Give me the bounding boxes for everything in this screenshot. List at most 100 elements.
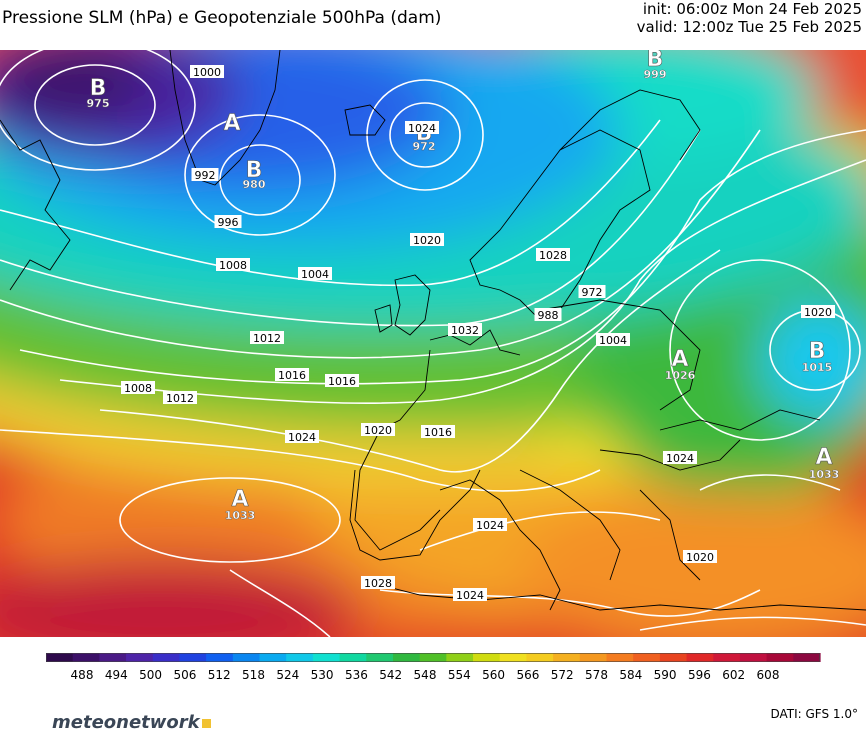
meteonetwork-logo: meteonetwork <box>52 712 211 733</box>
legend-tick-label: 542 <box>379 668 402 682</box>
low-999-letter: B <box>647 50 664 72</box>
svg-text:1020: 1020 <box>804 306 832 319</box>
isobar-label: 1024 <box>663 451 697 465</box>
legend-color-swatch <box>259 653 287 662</box>
legend-color-swatch <box>206 653 234 662</box>
svg-text:1032: 1032 <box>451 324 479 337</box>
svg-text:1016: 1016 <box>424 426 452 439</box>
logo-text: meteonetwork <box>52 712 200 733</box>
high-1033-atlantic-letter: A <box>231 487 248 512</box>
svg-text:1028: 1028 <box>364 577 392 590</box>
low-1015-letter: B <box>809 339 826 364</box>
high-1033-east-letter: A <box>815 445 832 470</box>
isobar-label: 1020 <box>683 550 717 564</box>
svg-text:992: 992 <box>195 169 216 182</box>
legend-tick-label: 584 <box>619 668 642 682</box>
isobar-label: 988 <box>534 308 562 322</box>
legend-color-swatch <box>152 653 181 662</box>
isobar-label: 1024 <box>405 121 439 135</box>
isobar-label: 1016 <box>275 368 309 382</box>
legend-color-swatch <box>633 653 661 662</box>
isobar-label: 1008 <box>121 381 155 395</box>
low-972-value: 972 <box>413 140 436 153</box>
svg-text:1020: 1020 <box>413 234 441 247</box>
low-999-value: 999 <box>644 68 667 81</box>
legend-color-swatch <box>312 653 341 662</box>
legend-color-swatch <box>473 653 501 662</box>
legend-color-swatch <box>766 653 794 662</box>
high-1033-east-value: 1033 <box>809 468 840 481</box>
svg-text:972: 972 <box>582 286 603 299</box>
legend-tick-label: 536 <box>345 668 368 682</box>
coastlines <box>0 50 866 611</box>
svg-text:1024: 1024 <box>288 431 316 444</box>
isobar-label: 1028 <box>536 248 570 262</box>
legend-tick-label: 560 <box>482 668 505 682</box>
svg-text:1004: 1004 <box>599 334 627 347</box>
isobar-label: 1024 <box>285 430 319 444</box>
legend-tick-label: 554 <box>448 668 471 682</box>
svg-text:1016: 1016 <box>278 369 306 382</box>
svg-text:1028: 1028 <box>539 249 567 262</box>
low-980-value: 980 <box>243 178 266 191</box>
svg-text:1024: 1024 <box>456 589 484 602</box>
svg-text:1024: 1024 <box>408 122 436 135</box>
legend-tick-label: 524 <box>276 668 299 682</box>
svg-text:1004: 1004 <box>301 268 329 281</box>
weather-map: B 975 A B 980 B 972 B 999 A 1026 B 1015 … <box>0 50 866 637</box>
isobar-label: 1020 <box>410 233 444 247</box>
isobar-label: 1020 <box>361 423 395 437</box>
legend-color-swatch <box>232 653 261 662</box>
isobar-label: 1012 <box>163 391 197 405</box>
legend-color-swatch <box>339 653 367 662</box>
low-975-letter: B <box>90 76 107 101</box>
map-title: Pressione SLM (hPa) e Geopotenziale 500h… <box>2 8 442 28</box>
legend-color-swatch <box>392 653 421 662</box>
pressure-system-markers: B 975 A B 980 B 972 B 999 A 1026 B 1015 … <box>86 50 840 522</box>
legend-color-swatch <box>526 653 554 662</box>
low-980-letter: B <box>246 158 263 183</box>
legend-color-swatch <box>793 653 821 662</box>
legend-color-swatch <box>606 653 634 662</box>
legend-tick-label: 578 <box>585 668 608 682</box>
legend-tick-label: 608 <box>757 668 780 682</box>
isobar-label-group: 1000 992 996 1004 1008 1012 1016 1020 1024 1028 10… <box>121 65 835 602</box>
legend-color-swatch <box>46 653 74 662</box>
svg-text:1000: 1000 <box>193 66 221 79</box>
svg-text:1024: 1024 <box>476 519 504 532</box>
legend-tick-label: 488 <box>71 668 94 682</box>
legend-color-swatch <box>713 653 741 662</box>
isobar-label: 972 <box>578 285 606 299</box>
legend-tick-label: 494 <box>105 668 128 682</box>
svg-text:1024: 1024 <box>666 452 694 465</box>
legend-tick-label: 602 <box>722 668 745 682</box>
isobar-label: 1032 <box>448 323 482 337</box>
legend-frame <box>46 653 820 662</box>
isobar-label: 992 <box>191 168 219 182</box>
legend-color-swatch <box>686 653 714 662</box>
legend-tick-label: 596 <box>688 668 711 682</box>
legend-color-swatch <box>179 653 207 662</box>
low-1015-value: 1015 <box>802 361 833 374</box>
low-975-value: 975 <box>87 97 110 110</box>
legend-color-swatch <box>99 653 127 662</box>
isobar-label: 996 <box>214 215 242 229</box>
isobar-label: 1016 <box>325 374 359 388</box>
legend-color-swatch <box>286 653 314 662</box>
logo-square-icon <box>201 719 211 728</box>
legend-color-swatch <box>499 653 528 662</box>
isobar-label: 1008 <box>216 258 250 272</box>
svg-text:1020: 1020 <box>686 551 714 564</box>
legend-tick-label: 548 <box>414 668 437 682</box>
legend-color-swatch <box>553 653 581 662</box>
isobar-label: 1020 <box>801 305 835 319</box>
svg-text:1020: 1020 <box>364 424 392 437</box>
isobar-label: 1024 <box>453 588 487 602</box>
legend-tick-label: 572 <box>551 668 574 682</box>
isobar-label: 1024 <box>473 518 507 532</box>
isobar-label: 1012 <box>250 331 284 345</box>
svg-text:1012: 1012 <box>166 392 194 405</box>
svg-text:996: 996 <box>218 216 239 229</box>
legend-tick-label: 500 <box>139 668 162 682</box>
isobar-label: 1000 <box>190 65 224 79</box>
